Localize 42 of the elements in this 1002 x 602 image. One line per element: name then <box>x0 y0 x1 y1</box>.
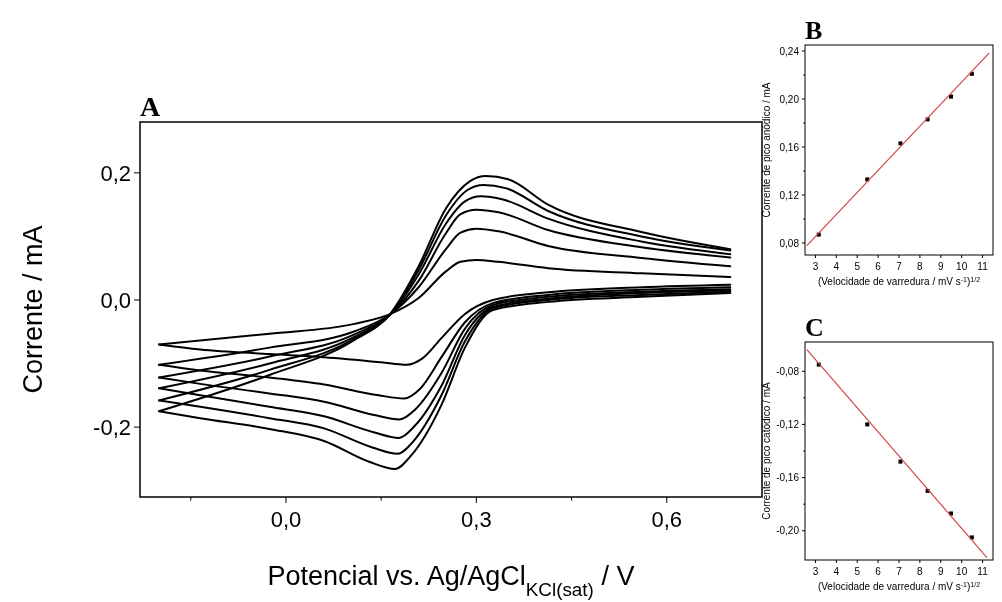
x-axis-title: Potencial vs. Ag/AgCl$_{KCl(sat)}$ / V <box>267 561 635 600</box>
y-tick-label: 0,12 <box>779 189 800 201</box>
y-tick-label: -0,16 <box>776 472 800 484</box>
x-tick-label: 8 <box>917 566 924 577</box>
x-tick-label: 10 <box>956 566 968 577</box>
y-tick-label: 0,20 <box>779 93 800 105</box>
x-tick-label: 0,3 <box>461 507 492 532</box>
x-tick-label: 7 <box>896 566 903 577</box>
x-tick-label: 7 <box>896 261 903 272</box>
chart-title: C <box>805 313 824 342</box>
x-tick-label: 6 <box>875 566 882 577</box>
y-tick-label: 0,24 <box>779 45 800 57</box>
y-tick-label: -0,08 <box>776 365 800 377</box>
y-axis-title: Corrente / mA <box>18 225 48 394</box>
y-tick-label: -0,12 <box>776 418 800 430</box>
x-tick-label: 11 <box>977 261 989 272</box>
x-tick-label: 8 <box>917 261 924 272</box>
x-tick-label: 5 <box>854 566 861 577</box>
y-tick-label: -0,2 <box>93 414 131 440</box>
x-tick-label: 3 <box>812 261 819 272</box>
y-tick-label: -0,20 <box>776 525 800 537</box>
x-tick-label: 9 <box>938 566 944 577</box>
x-tick-label: 4 <box>833 261 840 272</box>
y-tick-label: 0,16 <box>779 141 800 153</box>
chart-title: A <box>140 91 161 122</box>
x-tick-label: 4 <box>833 566 840 577</box>
x-tick-label: 3 <box>812 566 819 577</box>
y-tick-label: 0,0 <box>100 287 131 313</box>
y-axis-title: Corrente de pico catódico / mA <box>761 382 772 520</box>
x-axis-title: (Velocidade de varredura / mV s$^{-1}$)$^{1/2}$ <box>817 580 981 592</box>
x-tick-label: 9 <box>938 261 944 272</box>
x-tick-label: 6 <box>875 261 882 272</box>
y-tick-label: 0,2 <box>100 160 131 186</box>
y-axis-title: Corrente de pico anódico / mA <box>761 82 772 218</box>
x-tick-label: 0,0 <box>270 507 302 532</box>
y-tick-label: 0,08 <box>779 237 800 249</box>
x-tick-label: 11 <box>977 566 989 577</box>
x-tick-label: 5 <box>854 261 861 272</box>
x-tick-label: 0,6 <box>651 507 683 532</box>
x-tick-label: 10 <box>956 261 968 272</box>
chart-title: B <box>805 16 823 45</box>
x-axis-title: (Velocidade de varredura / mV s$^{-1}$)$^{1/2}$ <box>817 275 981 287</box>
